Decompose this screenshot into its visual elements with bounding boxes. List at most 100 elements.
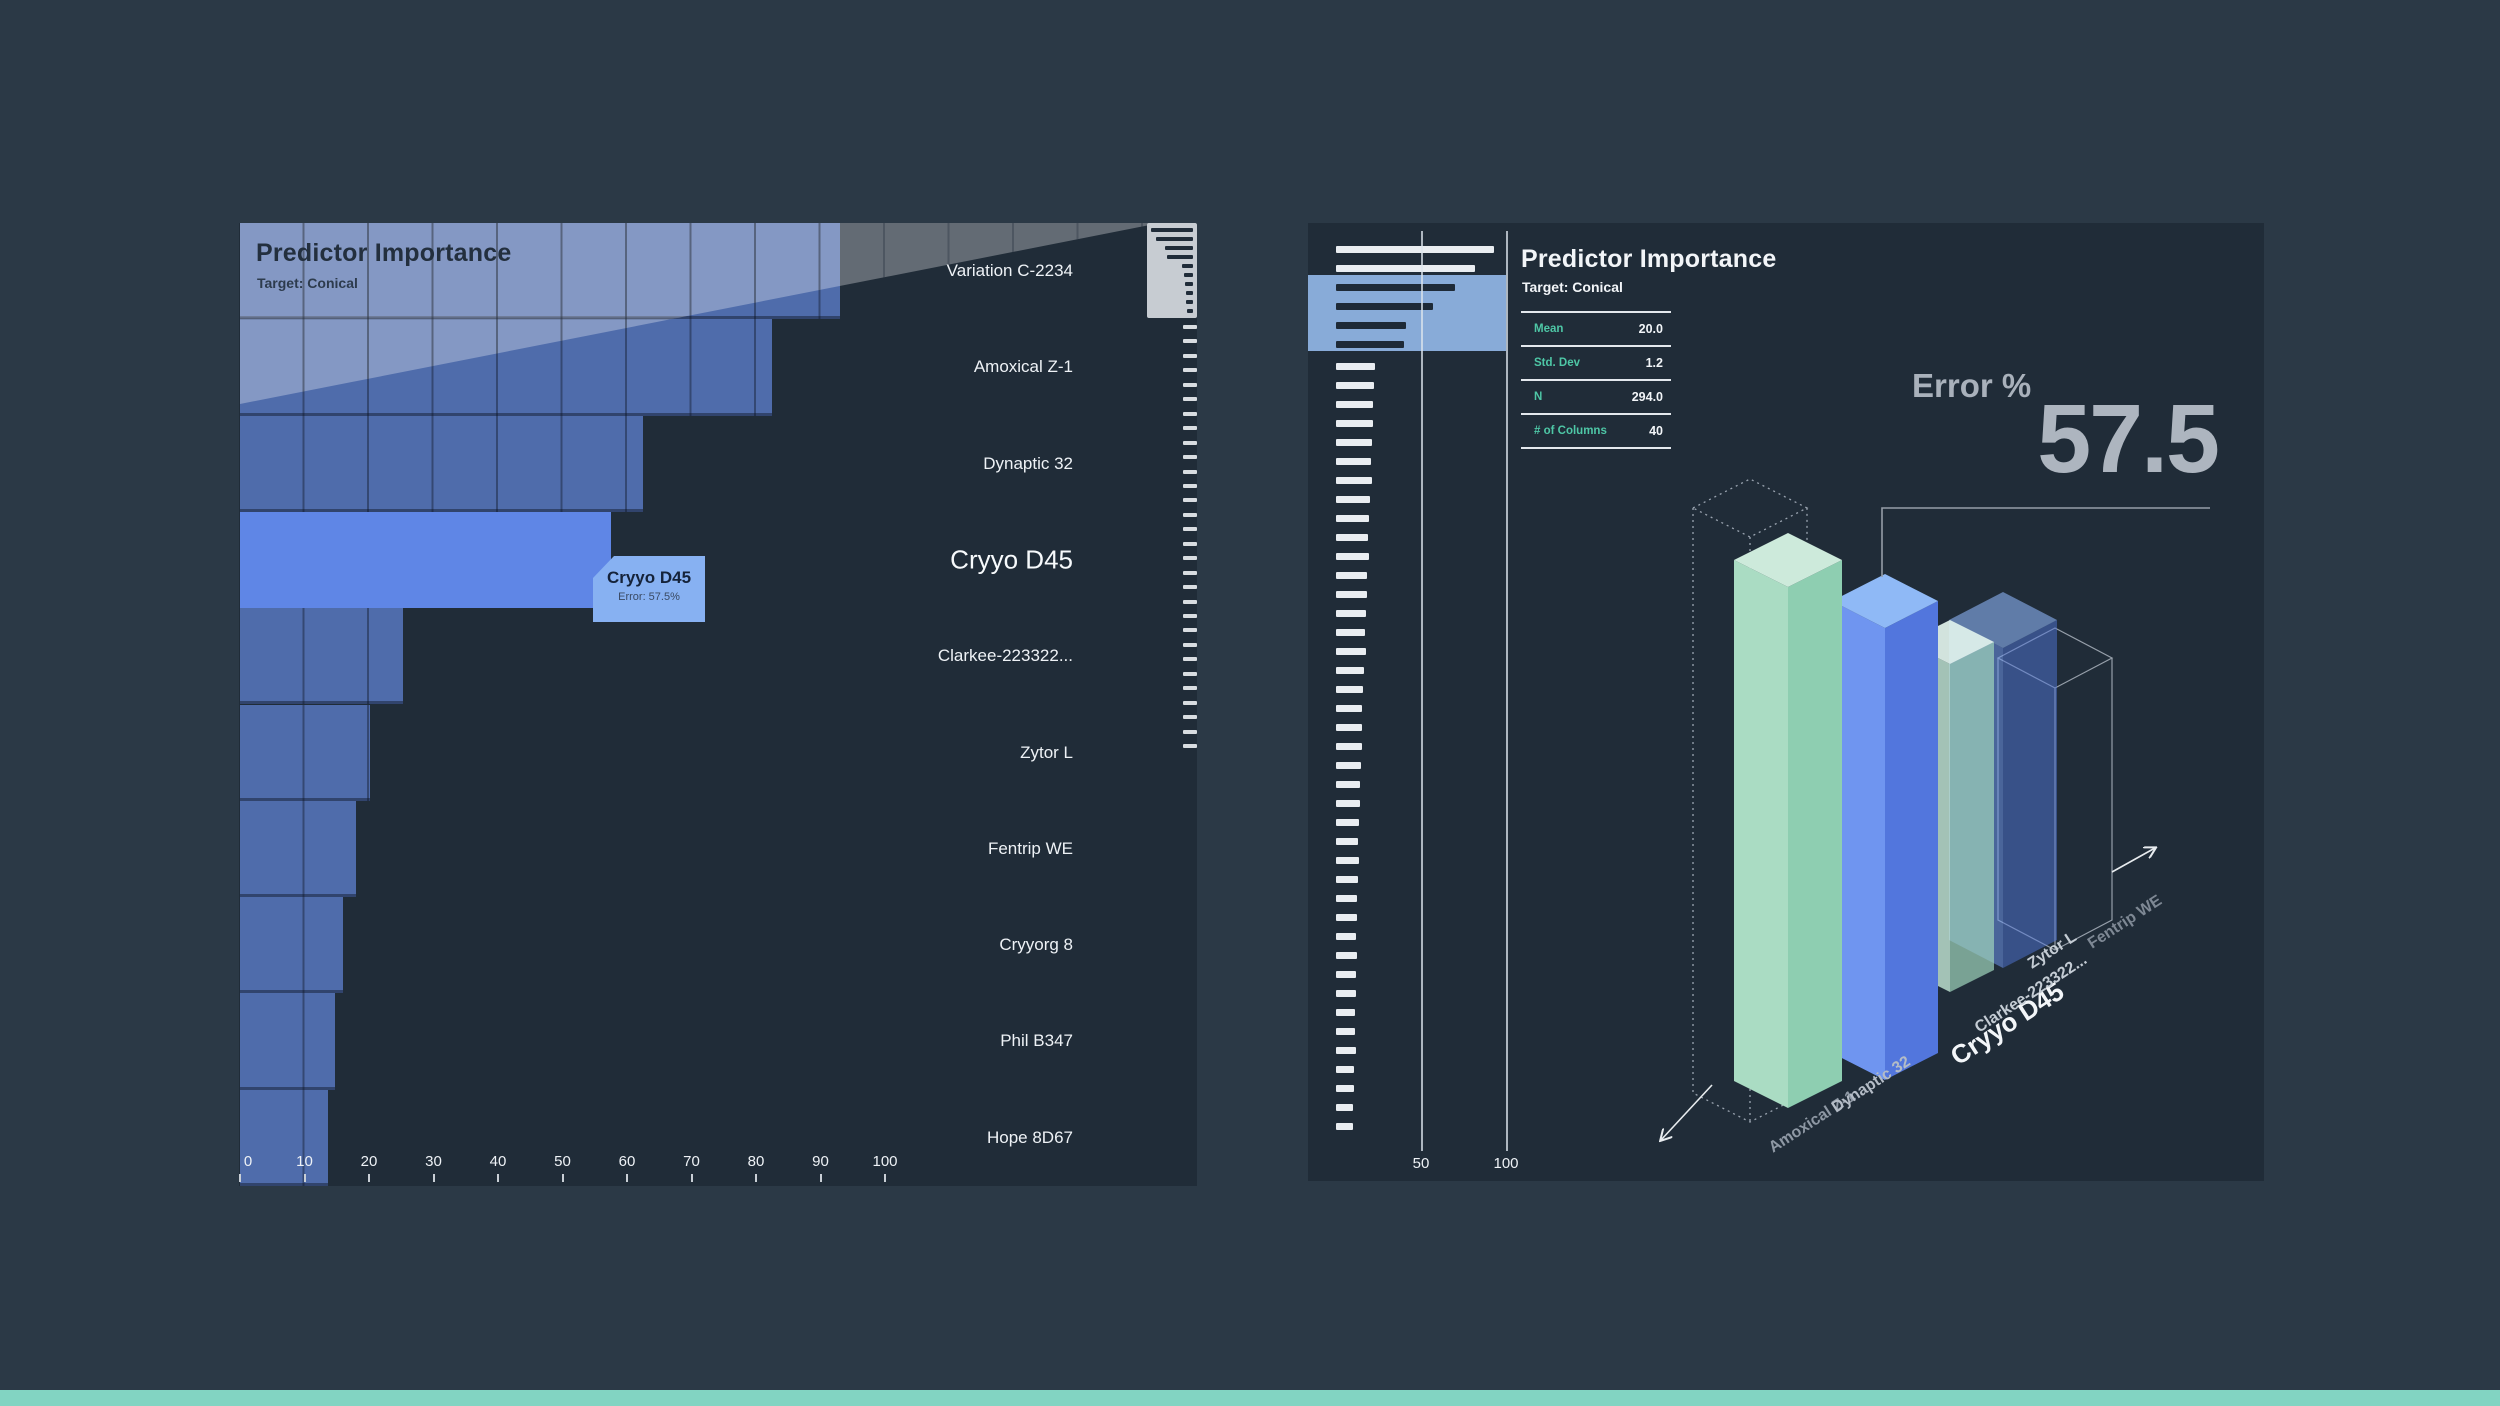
scrollbar-track-dash[interactable] xyxy=(1183,527,1197,532)
overview-mini-bar xyxy=(1336,458,1371,465)
bar-Amoxical Z-1[interactable] xyxy=(240,319,773,416)
predictor-importance-3d-panel: 50 100 Predictor Importance Target: Conic… xyxy=(1308,223,2264,1181)
bar-Clarkee-223322...[interactable] xyxy=(240,608,404,705)
stat-value: 40 xyxy=(1649,424,1663,438)
scrollbar-track-dash[interactable] xyxy=(1183,744,1197,749)
scrollbar-track-dash[interactable] xyxy=(1183,570,1197,575)
scrollbar-track-dash[interactable] xyxy=(1183,455,1197,460)
x-axis-tick-label: 80 xyxy=(747,1153,765,1170)
scrollbar-track-dash[interactable] xyxy=(1183,483,1197,488)
overview-mini-bar xyxy=(1336,591,1367,598)
scrollbar-track-dash[interactable] xyxy=(1183,671,1197,676)
scrollbar-track-dash[interactable] xyxy=(1183,657,1197,662)
bar-Variation C-2234[interactable] xyxy=(240,223,840,320)
panel-title: Predictor Importance xyxy=(1521,245,1777,273)
scrollbar-track-dash[interactable] xyxy=(1183,715,1197,720)
stat-label: Mean xyxy=(1534,323,1564,335)
x-axis-tick-mark xyxy=(303,1174,306,1182)
overview-mini-bar xyxy=(1336,246,1495,253)
scrollbar-track-dash[interactable] xyxy=(1183,411,1197,416)
stat-value: 20.0 xyxy=(1638,322,1663,336)
error-percent-label: Error % xyxy=(1912,367,2032,404)
stat-row-# of Columns: # of Columns 40 xyxy=(1521,413,1671,447)
scrollbar-track-dash[interactable] xyxy=(1183,325,1197,329)
scrollbar-track-dash[interactable] xyxy=(1183,498,1197,503)
overview-mini-bar xyxy=(1336,914,1357,921)
bar-Fentrip WE[interactable] xyxy=(240,800,357,898)
scrollbar-thumb-minimap[interactable] xyxy=(1147,223,1197,318)
scrollbar-track-dash[interactable] xyxy=(1183,353,1197,358)
scrollbar-track-dash[interactable] xyxy=(1183,599,1197,604)
overview-mini-bar xyxy=(1336,705,1363,712)
category-label: Dynaptic 32 xyxy=(983,453,1073,473)
scrollbar-track-dash[interactable] xyxy=(1183,440,1197,445)
3d-bar-Dynaptic 32[interactable] xyxy=(1734,533,1842,1108)
scrollbar-track-dash[interactable] xyxy=(1183,614,1197,618)
x-axis-tick-mark xyxy=(819,1174,822,1182)
scrollbar-track-dash[interactable] xyxy=(1183,382,1197,387)
overview-mini-bar xyxy=(1336,1085,1354,1092)
bar-Zytor L[interactable] xyxy=(240,704,371,801)
thumb-mini-bar xyxy=(1155,237,1193,241)
scrollbar-track-dash[interactable] xyxy=(1183,541,1197,546)
overview-axis-label: 50 xyxy=(1412,1155,1430,1172)
scrollbar-track-dash[interactable] xyxy=(1183,642,1197,647)
scrollbar-track-dash[interactable] xyxy=(1183,628,1197,633)
overview-mini-bar xyxy=(1336,1123,1353,1130)
3d-bar-Amoxical Z-1[interactable] xyxy=(1691,478,1809,1123)
x-axis-tick-label: 90 xyxy=(812,1153,829,1170)
scrollbar-track-dash[interactable] xyxy=(1183,585,1197,590)
stat-row-Mean: Mean 20.0 xyxy=(1521,311,1671,345)
overview-mini-bar xyxy=(1336,762,1361,769)
scrollbar-track-dash[interactable] xyxy=(1183,426,1197,431)
tooltip-error-value: Error: 57.5% xyxy=(618,591,680,603)
3d-bar-Cryyo D45[interactable] xyxy=(1832,574,1938,1080)
axis-arrow-left xyxy=(1661,1084,1713,1140)
scrollbar-track-dash[interactable] xyxy=(1183,512,1197,517)
bar-tooltip: Cryyo D45 Error: 57.5% xyxy=(593,556,705,622)
overview-mini-bar xyxy=(1336,341,1404,348)
overview-mini-bar xyxy=(1336,648,1366,655)
stats-table: Mean 20.0 Std. Dev 1.2 N 294.0 # of Columns 40 xyxy=(1521,311,1671,449)
overview-mini-bar xyxy=(1336,1047,1356,1054)
overview-mini-bar xyxy=(1336,933,1357,940)
bar-Hope 8D67[interactable] xyxy=(240,1089,328,1186)
x-axis-tick-label: 70 xyxy=(683,1153,700,1170)
bar-Cryyorg 8[interactable] xyxy=(240,897,344,994)
chart-title: Predictor Importance xyxy=(256,239,512,267)
overview-mini-bar xyxy=(1336,303,1433,310)
scrollbar-track-dash[interactable] xyxy=(1183,339,1197,344)
stat-label: # of Columns xyxy=(1534,425,1607,437)
overview-mini-bar xyxy=(1336,363,1376,370)
overview-gridline xyxy=(1506,231,1508,1151)
x-axis-tick-label: 50 xyxy=(554,1153,571,1170)
axis-arrow-right xyxy=(2111,848,2155,873)
scrollbar-track-dash[interactable] xyxy=(1183,556,1197,561)
scrollbar-track-dash[interactable] xyxy=(1183,368,1197,373)
footer-accent-bar xyxy=(0,1390,2500,1406)
3d-bar-Zytor L[interactable] xyxy=(1949,592,2057,968)
overview-mini-bar xyxy=(1336,800,1360,807)
scrollbar-track-dash[interactable] xyxy=(1183,469,1197,474)
x-axis-tick-mark xyxy=(884,1174,886,1182)
bar-Dynaptic 32[interactable] xyxy=(240,415,644,512)
3d-bar-Clarkee-223322...[interactable] xyxy=(1906,620,1994,992)
x-axis-tick-label: 40 xyxy=(489,1153,507,1170)
thumb-mini-bar xyxy=(1164,246,1193,250)
overview-mini-bar xyxy=(1336,477,1372,484)
3d-category-label: Amoxical Z-1 xyxy=(1766,1088,1859,1157)
bar-Phil B347[interactable] xyxy=(240,993,335,1090)
x-axis-tick-label: 20 xyxy=(360,1153,378,1170)
thumb-mini-bar xyxy=(1167,255,1193,259)
3d-bar-Fentrip WE[interactable] xyxy=(1996,627,2114,951)
overview-mini-bar xyxy=(1336,515,1370,522)
stat-label: Std. Dev xyxy=(1534,357,1581,369)
bar-Cryyo D45[interactable] xyxy=(240,511,611,609)
scrollbar-track-dash[interactable] xyxy=(1183,686,1197,691)
thumb-mini-bar xyxy=(1181,264,1193,268)
overview-mini-bar xyxy=(1336,629,1365,636)
scrollbar-track-dash[interactable] xyxy=(1183,700,1197,705)
scrollbar-track-dash[interactable] xyxy=(1183,397,1197,402)
scrollbar-track-dash[interactable] xyxy=(1183,729,1197,734)
